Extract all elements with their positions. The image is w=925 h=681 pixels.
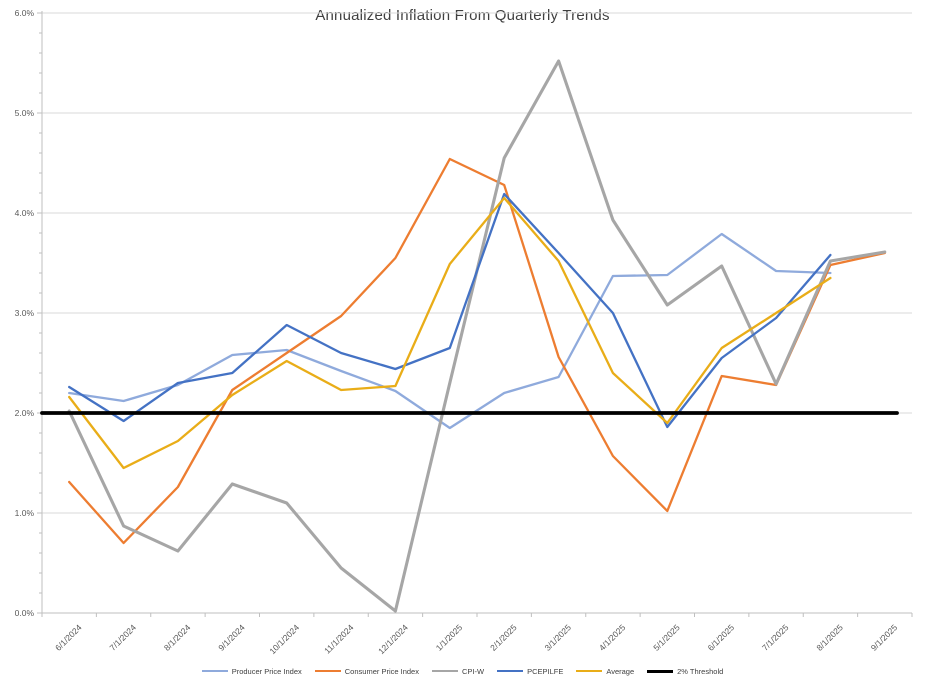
legend-swatch-2-threshold: [647, 669, 674, 673]
x-axis-label: 7/1/2024: [108, 622, 139, 653]
x-axis-label: 9/1/2024: [216, 622, 247, 653]
legend-swatch-cpi-w: [431, 670, 458, 672]
legend-item-producer-price-index[interactable]: Producer Price Index: [201, 666, 302, 676]
legend-item-average[interactable]: Average: [576, 667, 634, 676]
x-axis-label: 8/1/2024: [162, 622, 193, 653]
average-line[interactable]: [68, 196, 832, 470]
chart-title[interactable]: Annualized Inflation From Quarterly Tren…: [315, 7, 610, 24]
legend-swatch-consumer-price-index: [314, 670, 341, 672]
legend-label-consumer-price-index: Consumer Price Index: [344, 666, 419, 676]
y-axis-label: 4.0%: [15, 208, 35, 218]
x-axis-label: 11/1/2024: [322, 622, 356, 656]
legend-label-producer-price-index: Producer Price Index: [231, 666, 302, 676]
x-axis-label: 7/1/2025: [760, 622, 791, 653]
pcepilfe-line[interactable]: [68, 192, 832, 429]
x-axis-label: 1/1/2025: [434, 622, 465, 653]
x-axis-label: 12/1/2024: [376, 622, 410, 656]
legend-label-cpi-w: CPI-W: [461, 666, 485, 676]
legend-label-2-threshold: 2% Threshold: [677, 666, 724, 676]
y-axis-label: 6.0%: [15, 8, 35, 18]
producer-price-index-line[interactable]: [68, 232, 832, 430]
legend-label-average: Average: [606, 666, 635, 676]
consumer-price-index-line[interactable]: [68, 157, 886, 545]
x-axis-label: 6/1/2025: [706, 622, 737, 653]
y-axis-label: 2.0%: [15, 408, 35, 418]
y-axis-label: 0.0%: [15, 608, 35, 618]
x-axis-label: 8/1/2025: [814, 622, 845, 653]
legend-swatch-pcepilfe: [497, 670, 524, 672]
legend-swatch-average: [576, 670, 603, 672]
x-axis-label: 6/1/2024: [53, 622, 84, 653]
legend-swatch-producer-price-index: [201, 670, 228, 672]
cpi-w-line[interactable]: [67, 59, 887, 613]
x-axis-label: 4/1/2025: [597, 622, 628, 653]
x-axis-label: 3/1/2025: [543, 622, 574, 653]
chart-legend: Producer Price Index Consumer Price Index…: [0, 664, 925, 678]
legend-item-2-threshold[interactable]: 2% Threshold: [647, 667, 723, 676]
y-axis-label: 3.0%: [15, 308, 35, 318]
legend-item-cpi-w[interactable]: CPI-W: [431, 666, 485, 676]
x-axis-label: 2/1/2025: [488, 622, 519, 653]
legend-item-pcepilfe[interactable]: PCEPILFE: [497, 667, 563, 676]
y-axis-label: 5.0%: [15, 108, 35, 118]
legend-label-pcepilfe: PCEPILFE: [527, 666, 564, 676]
legend-item-consumer-price-index[interactable]: Consumer Price Index: [314, 666, 419, 676]
x-axis-label: 9/1/2025: [869, 622, 900, 653]
x-axis-label: 10/1/2024: [267, 622, 301, 656]
x-axis-label: 5/1/2025: [651, 622, 682, 653]
y-axis-label: 1.0%: [15, 508, 35, 518]
